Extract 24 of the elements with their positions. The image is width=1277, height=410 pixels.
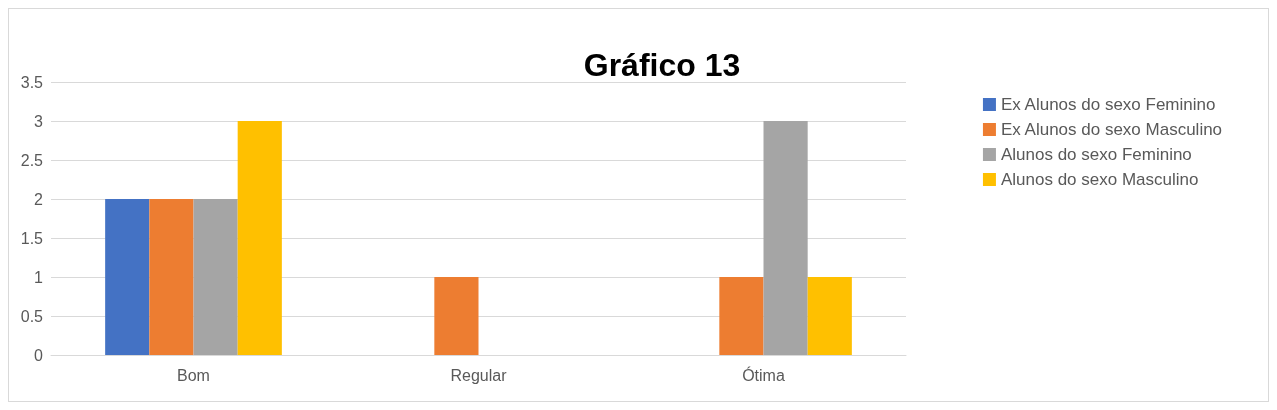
y-tick-label: 1: [34, 268, 44, 286]
bar: [763, 121, 808, 355]
y-tick-label: 0.5: [20, 307, 44, 325]
y-tick-label: 0: [34, 346, 44, 364]
y-tick-label: 2.5: [20, 151, 44, 169]
bar: [105, 199, 150, 355]
y-tick-label: 3.5: [20, 73, 44, 91]
legend-label: Ex Alunos do sexo Feminino: [1000, 95, 1216, 114]
chart-title: Gráfico 13: [583, 47, 741, 83]
y-tick-label: 1.5: [20, 229, 44, 247]
legend-label: Alunos do sexo Feminino: [1000, 145, 1192, 164]
x-tick-label: Ótima: [742, 365, 785, 384]
bar: [237, 121, 282, 355]
legend-label: Alunos do sexo Masculino: [1000, 170, 1199, 189]
bar: [434, 277, 479, 355]
y-tick-label: 2: [34, 190, 44, 208]
y-tick-label: 3: [34, 112, 44, 130]
legend-label: Ex Alunos do sexo Masculino: [1000, 120, 1223, 139]
bar: [193, 199, 238, 355]
bar: [719, 277, 764, 355]
bar: [149, 199, 194, 355]
bar: [807, 277, 852, 355]
x-tick-label: Bom: [177, 366, 210, 384]
x-tick-label: Regular: [450, 366, 508, 384]
